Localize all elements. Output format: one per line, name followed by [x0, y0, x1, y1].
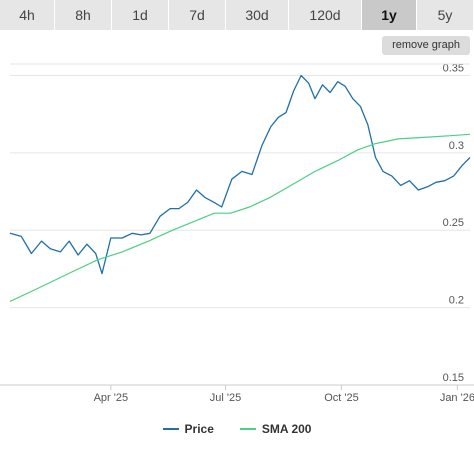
legend-item-price[interactable]: Price	[162, 422, 214, 436]
x-tick-label: Jan '26	[440, 392, 474, 404]
tab-5y[interactable]: 5y	[417, 0, 474, 30]
y-tick-label: 0.3	[449, 140, 464, 152]
y-tick-label: 0.25	[443, 217, 464, 229]
legend-label-sma: SMA 200	[261, 422, 312, 436]
x-tick-label: Jul '25	[210, 392, 241, 404]
legend-swatch-price	[162, 428, 179, 430]
chart-legend: Price SMA 200	[0, 422, 474, 436]
tab-1y[interactable]: 1y	[362, 0, 417, 30]
timeframe-tabs: 4h 8h 1d 7d 30d 120d 1y 5y	[0, 0, 474, 30]
x-tick-label: Oct '25	[324, 392, 359, 404]
price-chart: 0.15 0.2 0.25 0.3 0.35 Apr '25 Jul '25 Oct '25 J…	[0, 62, 474, 404]
x-tick-label: Apr '25	[94, 392, 129, 404]
y-tick-label: 0.35	[443, 62, 464, 74]
tab-30d[interactable]: 30d	[226, 0, 289, 30]
legend-item-sma[interactable]: SMA 200	[239, 422, 312, 436]
legend-swatch-sma	[239, 428, 256, 430]
tab-1d[interactable]: 1d	[112, 0, 169, 30]
tab-8h[interactable]: 8h	[55, 0, 112, 30]
remove-graph-button[interactable]: remove graph	[382, 36, 470, 55]
sma200-series-line	[9, 133, 471, 302]
y-tick-label: 0.2	[449, 295, 464, 307]
y-tick-label: 0.15	[443, 372, 464, 384]
legend-label-price: Price	[184, 422, 214, 436]
tab-120d[interactable]: 120d	[289, 0, 362, 30]
tab-7d[interactable]: 7d	[169, 0, 226, 30]
price-series-line	[9, 74, 471, 275]
tab-4h[interactable]: 4h	[0, 0, 55, 30]
